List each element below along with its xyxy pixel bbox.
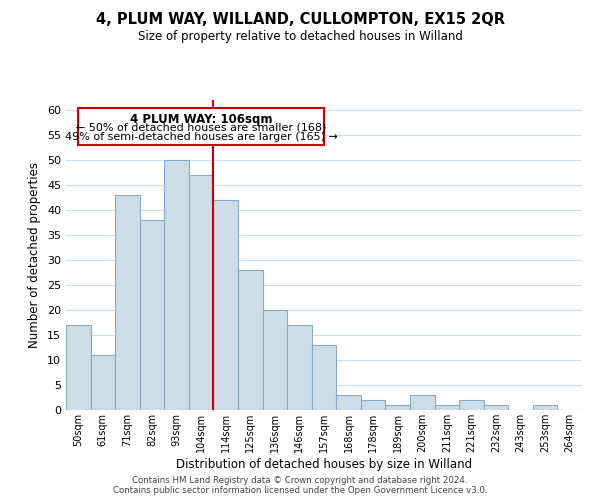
Bar [115, 195, 140, 410]
Text: Contains public sector information licensed under the Open Government Licence v3: Contains public sector information licen… [113, 486, 487, 495]
Text: Contains HM Land Registry data © Crown copyright and database right 2024.: Contains HM Land Registry data © Crown c… [132, 476, 468, 485]
X-axis label: Distribution of detached houses by size in Willand: Distribution of detached houses by size … [176, 458, 472, 470]
Bar [336, 395, 361, 410]
Bar [238, 270, 263, 410]
Bar [361, 400, 385, 410]
Bar [91, 355, 115, 410]
Bar [434, 405, 459, 410]
Bar [459, 400, 484, 410]
Text: 4, PLUM WAY, WILLAND, CULLOMPTON, EX15 2QR: 4, PLUM WAY, WILLAND, CULLOMPTON, EX15 2… [95, 12, 505, 28]
Bar [140, 220, 164, 410]
Bar [189, 175, 214, 410]
Text: 49% of semi-detached houses are larger (165) →: 49% of semi-detached houses are larger (… [65, 132, 338, 142]
Text: 4 PLUM WAY: 106sqm: 4 PLUM WAY: 106sqm [130, 112, 272, 126]
Bar [385, 405, 410, 410]
Bar [263, 310, 287, 410]
Bar [533, 405, 557, 410]
Bar [312, 345, 336, 410]
Text: ← 50% of detached houses are smaller (168): ← 50% of detached houses are smaller (16… [76, 122, 326, 132]
Bar [214, 200, 238, 410]
Y-axis label: Number of detached properties: Number of detached properties [28, 162, 41, 348]
Bar [66, 325, 91, 410]
Bar [484, 405, 508, 410]
Bar [410, 395, 434, 410]
Text: Size of property relative to detached houses in Willand: Size of property relative to detached ho… [137, 30, 463, 43]
FancyBboxPatch shape [78, 108, 324, 145]
Bar [287, 325, 312, 410]
Bar [164, 160, 189, 410]
